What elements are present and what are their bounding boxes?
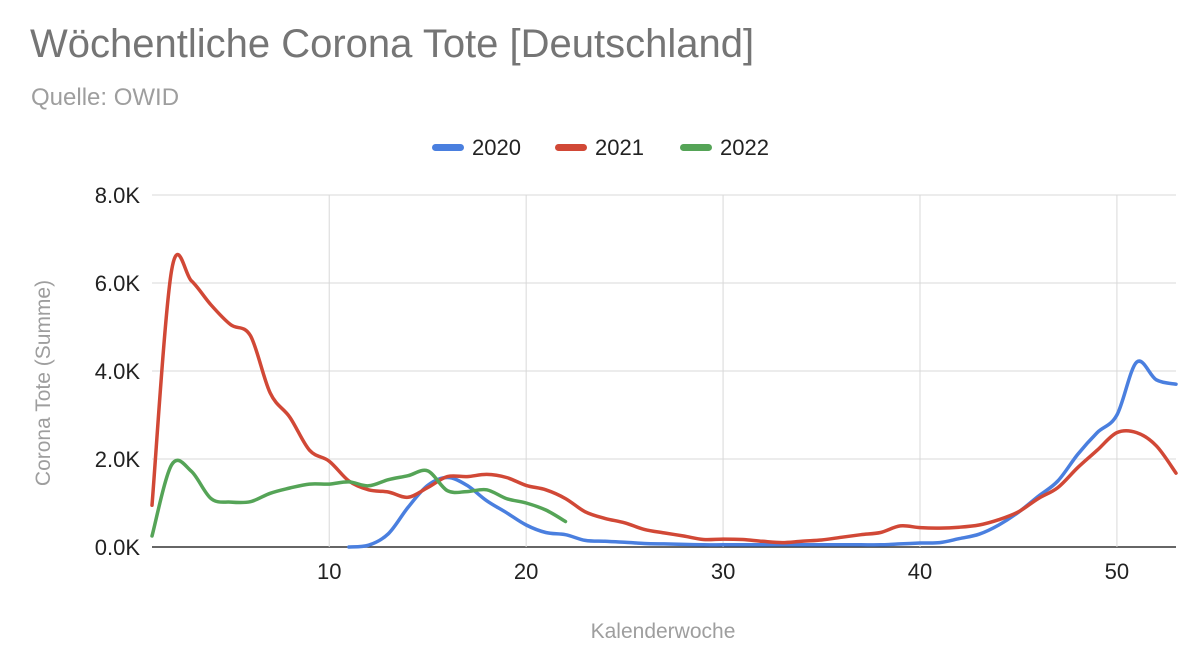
series-line-2021 xyxy=(150,252,1178,545)
chart-title: Wöchentliche Corona Tote [Deutschland] xyxy=(30,22,755,66)
series-lines xyxy=(150,252,1178,549)
legend-swatch-2021 xyxy=(555,144,587,151)
legend: 2020 2021 2022 xyxy=(432,135,769,160)
x-tick-label: 20 xyxy=(514,559,538,584)
x-tick-label: 40 xyxy=(908,559,932,584)
x-axis-ticks: 10 20 30 40 50 xyxy=(317,559,1129,584)
y-axis-title: Corona Tote (Summe) xyxy=(32,280,55,486)
y-tick-label: 0.0K xyxy=(95,535,141,560)
y-tick-label: 8.0K xyxy=(95,183,141,208)
gridlines xyxy=(152,194,1176,548)
y-tick-label: 4.0K xyxy=(95,359,141,384)
chart-subtitle: Quelle: OWID xyxy=(31,84,180,111)
series-line-2020 xyxy=(347,359,1178,549)
y-tick-label: 2.0K xyxy=(95,447,141,472)
x-tick-label: 50 xyxy=(1105,559,1129,584)
y-axis-ticks: 0.0K 2.0K 4.0K 6.0K 8.0K xyxy=(95,183,141,560)
legend-label-2021: 2021 xyxy=(595,135,644,160)
legend-swatch-2022 xyxy=(680,144,712,151)
series-line-2022 xyxy=(150,458,568,538)
x-tick-label: 10 xyxy=(317,559,341,584)
y-tick-label: 6.0K xyxy=(95,271,141,296)
x-axis-title: Kalenderwoche xyxy=(591,620,736,643)
x-tick-label: 30 xyxy=(711,559,735,584)
legend-label-2020: 2020 xyxy=(472,135,521,160)
legend-swatch-2020 xyxy=(432,144,464,151)
legend-label-2022: 2022 xyxy=(720,135,769,160)
